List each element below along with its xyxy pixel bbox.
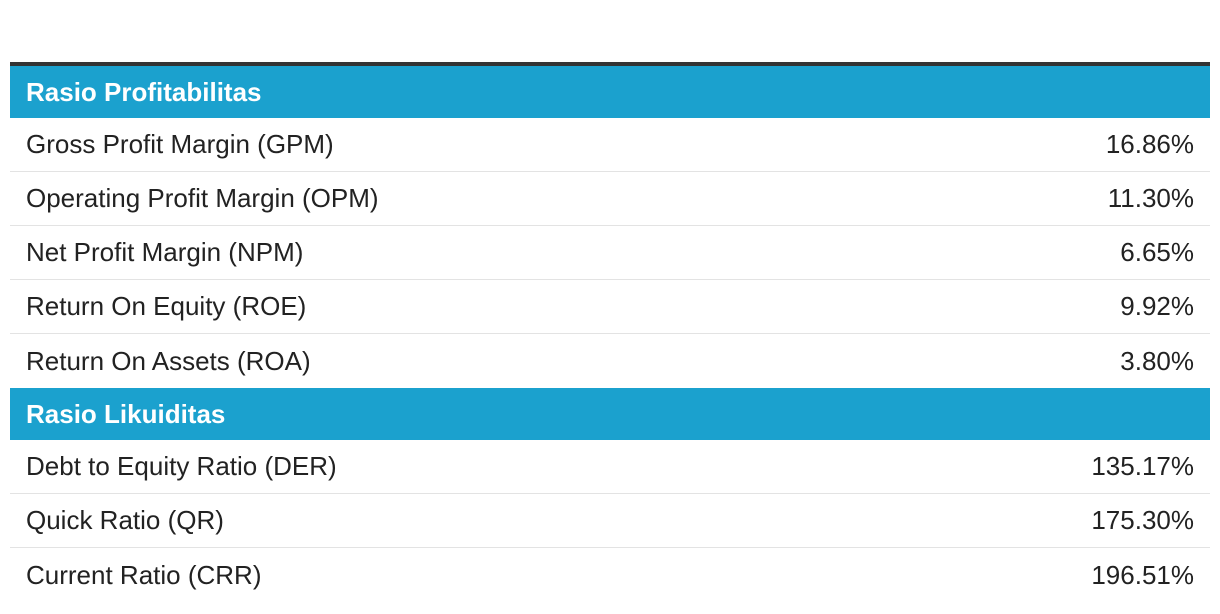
row-value: 175.30% <box>1091 505 1194 535</box>
row-value: 3.80% <box>1120 345 1194 376</box>
financial-ratio-table: Rasio Profitabilitas Gross Profit Margin… <box>10 62 1210 602</box>
table-row-qr: Quick Ratio (QR) 175.30% <box>10 494 1210 548</box>
section-header-profitabilitas: Rasio Profitabilitas <box>10 66 1210 118</box>
table-row-roe: Return On Equity (ROE) 9.92% <box>10 280 1210 334</box>
row-value: 11.30% <box>1107 183 1194 213</box>
row-label: Current Ratio (CRR) <box>26 559 262 590</box>
table-row-npm: Net Profit Margin (NPM) 6.65% <box>10 226 1210 280</box>
table-row-opm: Operating Profit Margin (OPM) 11.30% <box>10 172 1210 226</box>
row-value: 16.86% <box>1105 129 1194 159</box>
row-label: Net Profit Margin (NPM) <box>26 237 304 267</box>
row-label: Debt to Equity Ratio (DER) <box>26 451 337 481</box>
row-value: 6.65% <box>1120 237 1194 267</box>
row-label: Quick Ratio (QR) <box>26 505 224 535</box>
table-row-roa: Return On Assets (ROA) 3.80% <box>10 334 1210 388</box>
row-value: 9.92% <box>1120 291 1194 321</box>
row-value: 135.17% <box>1091 451 1194 481</box>
section-header-likuiditas: Rasio Likuiditas <box>10 388 1210 440</box>
table-row-der: Debt to Equity Ratio (DER) 135.17% <box>10 440 1210 494</box>
row-label: Gross Profit Margin (GPM) <box>26 129 334 159</box>
table-row-gpm: Gross Profit Margin (GPM) 16.86% <box>10 118 1210 172</box>
row-label: Return On Assets (ROA) <box>26 345 311 376</box>
table-row-crr: Current Ratio (CRR) 196.51% <box>10 548 1210 602</box>
row-label: Return On Equity (ROE) <box>26 291 307 321</box>
row-label: Operating Profit Margin (OPM) <box>26 183 379 213</box>
row-value: 196.51% <box>1091 559 1194 590</box>
